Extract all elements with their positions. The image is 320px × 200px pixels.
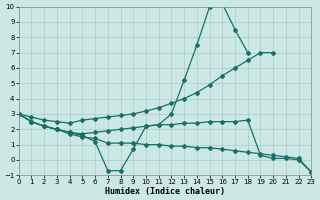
X-axis label: Humidex (Indice chaleur): Humidex (Indice chaleur) (105, 187, 225, 196)
